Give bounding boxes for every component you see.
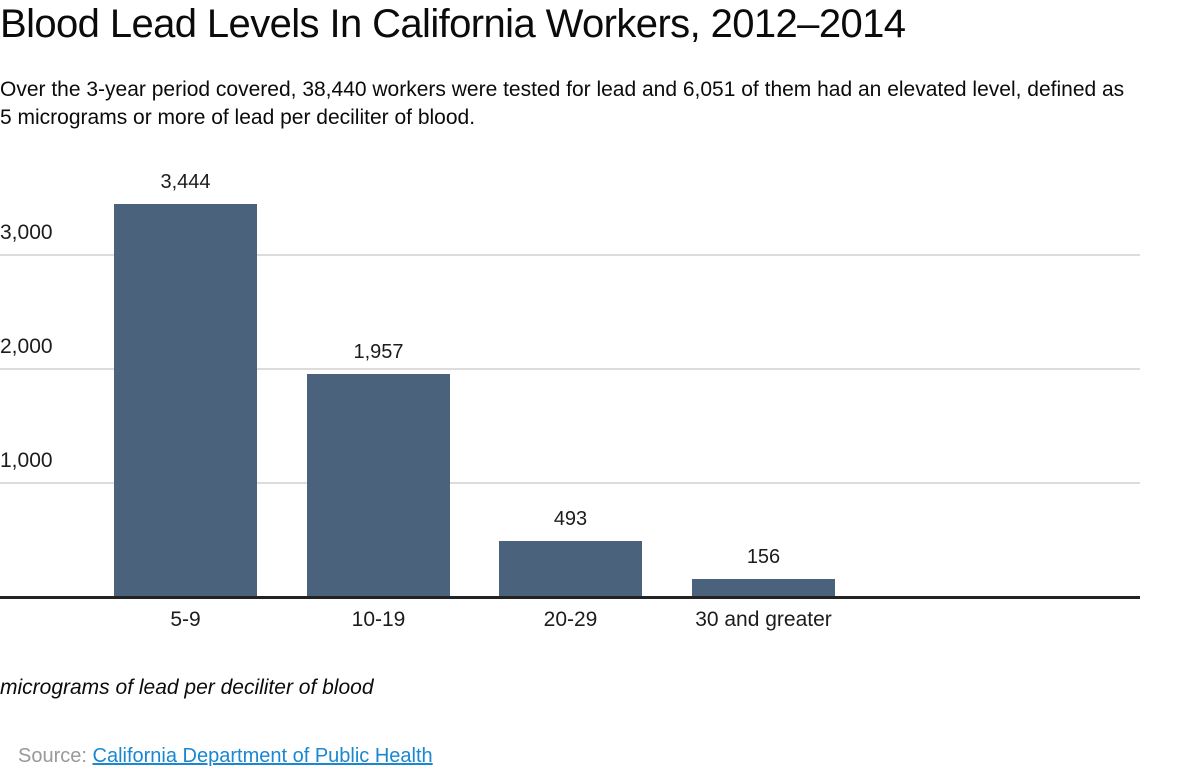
x-axis-category-label: 5-9 <box>170 608 201 631</box>
x-axis-category-label: 10-19 <box>351 608 406 631</box>
bar <box>114 204 257 597</box>
source-link[interactable]: California Department of Public Health <box>92 745 433 767</box>
gridline <box>0 482 1140 484</box>
x-axis-category-label: 30 and greater <box>695 608 832 631</box>
bar-value-label: 3,444 <box>160 171 211 193</box>
x-axis-units-note: micrograms of lead per deciliter of bloo… <box>0 676 374 699</box>
bar-value-label: 1,957 <box>353 341 404 363</box>
bar <box>307 374 450 597</box>
source-line: Source: California Department of Public … <box>18 745 433 768</box>
x-axis-category-label: 20-29 <box>543 608 598 631</box>
y-axis-tick-label: 1,000 <box>0 449 53 472</box>
gridline <box>0 368 1140 370</box>
source-label: Source: <box>18 745 87 767</box>
bar-value-label: 493 <box>553 508 588 530</box>
bar-value-label: 156 <box>746 546 781 568</box>
gridline <box>0 254 1140 256</box>
chart-subtitle: Over the 3-year period covered, 38,440 w… <box>0 78 1125 129</box>
bar <box>692 579 835 597</box>
y-axis-tick-label: 2,000 <box>0 335 53 358</box>
bar <box>499 541 642 597</box>
y-axis-tick-label: 3,000 <box>0 221 53 244</box>
x-axis-line <box>0 596 1140 599</box>
chart-title: Blood Lead Levels In California Workers,… <box>0 2 906 46</box>
